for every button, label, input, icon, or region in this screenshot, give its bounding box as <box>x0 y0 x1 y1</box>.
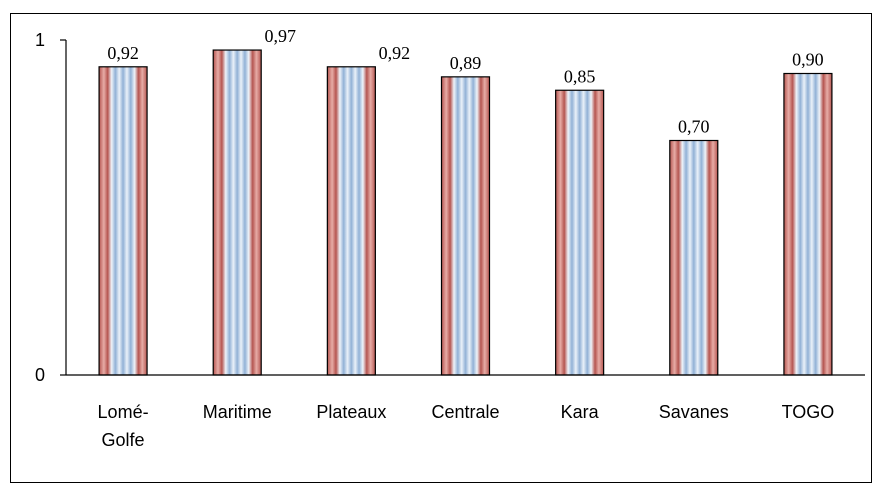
category-label-1: Lomé-Golfe <box>98 402 149 450</box>
bar-2 <box>213 50 261 375</box>
bar-3 <box>327 67 375 375</box>
data-label-3: 0,92 <box>379 43 411 63</box>
data-label-7: 0,90 <box>792 50 824 70</box>
y-tick-label-0: 0 <box>35 365 45 385</box>
category-label-4: Centrale <box>431 402 499 422</box>
data-label-2: 0,97 <box>264 26 296 46</box>
bars-layer <box>99 50 832 375</box>
category-label-3: Plateaux <box>316 402 386 422</box>
bar-5 <box>556 90 604 375</box>
bar-7 <box>784 74 832 376</box>
y-tick-labels: 01 <box>35 30 45 385</box>
category-label-2: Maritime <box>203 402 272 422</box>
data-label-1: 0,92 <box>107 43 139 63</box>
category-label-5: Kara <box>561 402 600 422</box>
y-tick-label-1: 1 <box>35 30 45 50</box>
bar-4 <box>442 77 490 375</box>
data-label-4: 0,89 <box>450 53 482 73</box>
data-label-6: 0,70 <box>678 117 710 137</box>
data-label-5: 0,85 <box>564 66 596 86</box>
bar-1 <box>99 67 147 375</box>
x-category-labels: Lomé-Golfe Maritime Plateaux Centrale Kara Sa… <box>98 402 835 450</box>
category-label-7: TOGO <box>782 402 835 422</box>
bar-6 <box>670 141 718 376</box>
category-label-6: Savanes <box>659 402 729 422</box>
